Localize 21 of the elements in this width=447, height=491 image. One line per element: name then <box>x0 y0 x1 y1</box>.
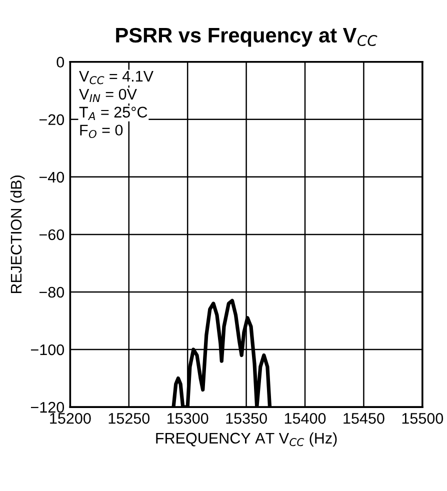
x-tick-label: 15200 <box>50 413 91 424</box>
x-tick-label: 15300 <box>168 413 208 424</box>
y-tick-label: −40 <box>39 172 64 183</box>
x-axis-title: FREQUENCY AT V$_{CC}$ (Hz) <box>156 432 337 447</box>
y-tick-label: −20 <box>39 114 64 126</box>
y-tick-label: −100 <box>30 344 64 356</box>
x-tick-label: 15500 <box>402 413 444 424</box>
x-tick-label: 15450 <box>344 413 384 424</box>
chart-title: PSRR vs Frequency at V$_{CC}$ <box>116 28 378 47</box>
annotation: F$_{O}$ = 0 <box>80 124 123 138</box>
annotation: V$_{IN}$ = 0V <box>79 88 137 102</box>
annotation: T$_{A}$ = 25°C <box>79 106 148 120</box>
x-tick-label: 15250 <box>108 413 150 424</box>
y-tick-label: −120 <box>30 402 64 413</box>
y-axis-title: REJECTION (dB) <box>10 176 25 294</box>
x-tick-label: 15350 <box>226 413 267 424</box>
y-tick-label: −60 <box>39 229 64 240</box>
annotation: V$_{CC}$ = 4.1V <box>79 71 154 84</box>
y-tick-label: 0 <box>56 56 64 68</box>
x-tick-label: 15400 <box>284 413 326 424</box>
y-tick-label: −80 <box>39 286 64 298</box>
